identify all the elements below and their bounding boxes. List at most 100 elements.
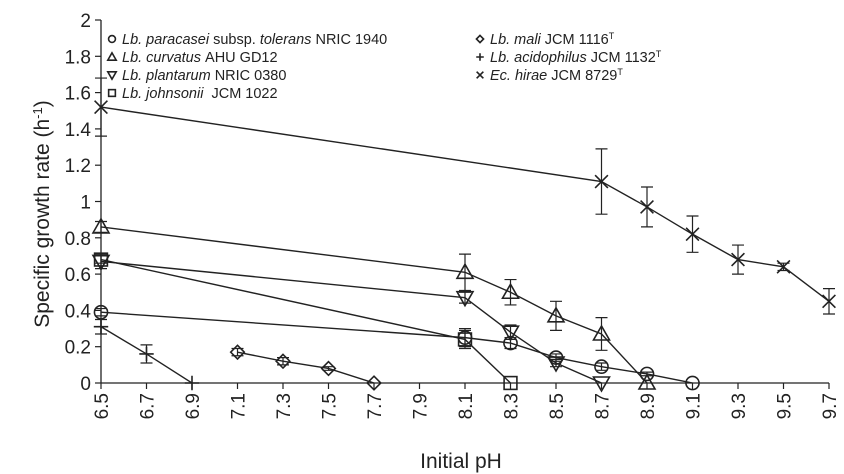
data-point-cross [685, 227, 700, 242]
legend-marker-triangle-up [106, 51, 118, 61]
legend-marker-square [107, 88, 117, 98]
y-tick-label: 1.8 [65, 47, 91, 68]
data-point-plus [184, 375, 200, 391]
legend-entry: Lb. plantarum NRIC 0380 [122, 68, 286, 84]
y-axis-title: Specific growth rate (h-1) [30, 100, 55, 328]
x-tick-label: 6.9 [183, 393, 204, 419]
y-axis-title-close: ) [31, 100, 54, 107]
x-tick-label: 7.9 [411, 393, 432, 419]
data-point-triangle-up [546, 306, 566, 323]
legend-text-part: tolerans [260, 32, 312, 48]
error-bar [95, 307, 107, 317]
data-point-triangle-up [592, 324, 611, 341]
y-tick-label: 1.2 [65, 156, 91, 177]
legend-marker-plus [476, 53, 484, 61]
legend-entry: Lb. johnsonii JCM 1022 [122, 86, 278, 102]
y-tick-label: 0.6 [65, 265, 91, 286]
legend-entry: Lb. curvatus AHU GD12 [122, 50, 278, 66]
legend-marker-circle [107, 34, 117, 44]
data-point-circle [639, 366, 655, 382]
data-point-cross [640, 199, 654, 214]
x-tick-label: 8.1 [456, 393, 477, 419]
data-point-diamond [320, 360, 337, 377]
legend-entry: Ec. hirae JCM 8729T [490, 67, 623, 84]
x-tick-label: 8.5 [547, 393, 568, 419]
error-bar [550, 300, 562, 331]
x-tick-label: 7.5 [320, 393, 341, 419]
x-tick-label: 6.7 [138, 393, 159, 419]
y-tick-label: 0.4 [65, 301, 92, 322]
data-point-triangle-up [637, 373, 657, 390]
x-tick-label: 8.3 [502, 393, 523, 419]
legend-entry: Lb. mali JCM 1116T [490, 31, 615, 48]
y-tick-label: 1 [80, 193, 91, 214]
y-tick-label: 0.2 [65, 338, 91, 359]
legend-text-part: Ec. hirae [490, 68, 547, 84]
legend-entry: Lb. acidophilus JCM 1132T [490, 49, 662, 66]
legend-marker-cross [476, 71, 484, 79]
legend-superscript: T [656, 49, 662, 59]
data-point-diamond [229, 344, 246, 361]
legend-entry: Lb. paracasei subsp. tolerans NRIC 1940 [122, 32, 387, 48]
data-point-cross [822, 294, 836, 309]
x-tick-label: 9.5 [775, 393, 796, 419]
data-point-square [457, 332, 473, 347]
legend-text-part: Lb. plantarum [122, 68, 211, 84]
data-point-triangle-down [546, 356, 566, 373]
legend-text-part: Lb. paracasei [122, 32, 210, 48]
data-point-cross [776, 259, 791, 274]
data-point-triangle-down [501, 325, 520, 342]
x-tick-label: 7.3 [274, 393, 295, 419]
legend-text-part: Lb. curvatus [122, 50, 201, 66]
legend-text-part: JCM 1116 [541, 32, 609, 48]
legend-superscript: T [617, 67, 623, 77]
x-tick-label: 9.7 [820, 393, 841, 419]
legend-text-part: NRIC 1940 [311, 32, 387, 48]
y-axis-ticks: 0 0.2 0.4 0.6 0.8 1 1.2 1.4 1.6 1.8 2 [65, 11, 101, 395]
y-tick-label: 2 [80, 11, 91, 32]
legend-text-part: JCM 1022 [203, 86, 277, 102]
series-line-triangle-up [100, 226, 648, 384]
data-point-square [93, 252, 109, 267]
data-point-diamond [366, 375, 382, 391]
data-point-cross [594, 174, 609, 189]
legend-marker-diamond [475, 34, 485, 44]
legend-text-part: Lb. johnsonii [122, 86, 204, 102]
error-bar [595, 317, 608, 351]
data-point-circle [594, 359, 609, 375]
x-tick-label: 9.3 [729, 393, 750, 419]
data-point-square [503, 375, 518, 391]
legend-text-part: subsp. [209, 32, 260, 48]
data-point-circle [685, 375, 700, 391]
y-tick-label: 0.8 [65, 229, 91, 250]
data-point-triangle-down [592, 376, 611, 393]
data-point-cross [94, 100, 108, 115]
data-point-triangle-down [91, 254, 111, 272]
error-bar [459, 253, 471, 292]
series-line-triangle-down [100, 260, 602, 384]
x-axis-title: Initial pH [420, 450, 502, 473]
legend-text-part: JCM 8729 [547, 68, 617, 84]
data-point-triangle-down [455, 290, 475, 308]
legend: Lb. paracasei subsp. tolerans NRIC 1940L… [106, 31, 662, 102]
data-point-cross [731, 252, 745, 267]
y-tick-label: 1.4 [65, 120, 92, 141]
x-tick-label: 8.7 [593, 393, 614, 419]
legend-text-part: AHU GD12 [201, 50, 278, 66]
legend-superscript: T [609, 31, 615, 41]
legend-text-part: Lb. mali [490, 32, 542, 48]
x-tick-label: 9.1 [684, 393, 705, 419]
data-point-diamond [275, 353, 291, 370]
data-point-triangle-up [455, 262, 475, 280]
data-point-circle [93, 304, 109, 320]
data-point-triangle-up [501, 282, 520, 300]
legend-text-part: Lb. acidophilus [490, 50, 587, 66]
series-line-diamond [237, 351, 375, 384]
x-tick-label: 7.1 [229, 393, 250, 419]
x-tick-label: 8.9 [638, 393, 659, 419]
x-axis-ticks: 6.5 6.7 6.9 7.1 7.3 7.5 7.7 7.9 8.1 8.3 8.5 8.7 8.9 9… [92, 383, 841, 419]
series-markers [91, 100, 836, 393]
legend-text-part: NRIC 0380 [211, 68, 287, 84]
data-point-triangle-up [91, 217, 111, 234]
